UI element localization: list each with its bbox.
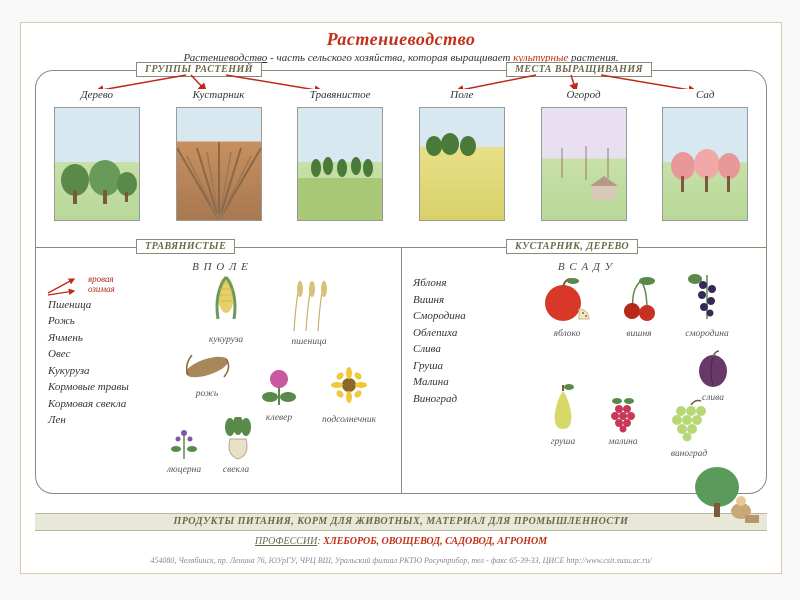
section-tree-label: КУСТАРНИК, ДЕРЕВО: [506, 239, 638, 254]
illus-grape: виноград: [665, 397, 713, 459]
garden-crop-list: Яблоня Вишня Смородина Облепиха Слива Гр…: [413, 275, 551, 480]
thumb-orchard: [662, 107, 748, 221]
credits-line: 454080, Челябинск, пр. Ленина 76, ЮУрГУ,…: [51, 556, 751, 565]
illus-cherry: вишня: [615, 275, 663, 339]
col-orchard: Сад: [644, 89, 766, 243]
col-field: Поле: [401, 89, 523, 243]
crop-beet: Кормовая свекла: [48, 396, 186, 413]
top-row: Дерево Кустарник Травянистое: [36, 71, 766, 243]
crop-cherry: Вишня: [413, 292, 551, 309]
main-title: Растениеводство: [21, 29, 781, 50]
panel-field: В П О Л Е яровая озимая Пшеница Рожь Ячм…: [36, 257, 401, 487]
illus-plum: слива: [693, 347, 733, 403]
thumb-garden: [541, 107, 627, 221]
crop-apple: Яблоня: [413, 275, 551, 292]
field-illustrations: кукуруза пшеница рожь клевер: [186, 275, 393, 480]
illus-clover: клевер: [256, 365, 302, 423]
illus-pear: груша: [543, 383, 583, 447]
thumb-grass: [297, 107, 383, 221]
illus-apple: яблоко: [541, 275, 593, 339]
thumb-tree: [54, 107, 140, 221]
illus-alfalfa: люцерна: [164, 425, 204, 475]
crop-raspberry: Малина: [413, 374, 551, 391]
col-garden: Огород: [523, 89, 645, 243]
col-shrub: Кустарник: [158, 89, 280, 243]
illus-beet: свекла: [216, 417, 256, 475]
crop-rye: Рожь: [48, 313, 186, 330]
panel-garden: В С А Д У Яблоня Вишня Смородина Облепих…: [401, 257, 766, 487]
crop-seabuckthorn: Облепиха: [413, 325, 551, 342]
crop-pear: Груша: [413, 358, 551, 375]
crop-oat: Овес: [48, 346, 186, 363]
wheat-variants: яровая озимая: [88, 275, 186, 295]
places-label: МЕСТА ВЫРАЩИВАНИЯ: [506, 62, 652, 77]
groups-label: ГРУППЫ РАСТЕНИЙ: [136, 62, 262, 77]
crop-grape: Виноград: [413, 391, 551, 408]
crop-plum: Слива: [413, 341, 551, 358]
professions-line: ПРОФЕССИИ: ХЛЕБОРОБ, ОВОЩЕВОД, САДОВОД, …: [35, 536, 767, 547]
crop-corn: Кукуруза: [48, 363, 186, 380]
illus-wheat: пшеница: [284, 279, 334, 347]
poster-frame: Растениеводство Растениеводство - часть …: [20, 22, 782, 574]
crop-currant: Смородина: [413, 308, 551, 325]
main-frame: ГРУППЫ РАСТЕНИЙ МЕСТА ВЫРАЩИВАНИЯ Дерево…: [35, 70, 767, 494]
crop-barley: Ячмень: [48, 330, 186, 347]
crop-wheat: Пшеница: [48, 297, 186, 314]
panel-field-title: В П О Л Е: [48, 261, 393, 273]
illus-currant: смородина: [685, 271, 729, 339]
corner-decoration-icon: [685, 461, 763, 529]
illus-sunflower: подсолнечник: [322, 367, 376, 425]
col-tree: Дерево: [36, 89, 158, 243]
crop-fodder: Кормовые травы: [48, 379, 186, 396]
illus-raspberry: малина: [603, 391, 643, 447]
illus-rye: рожь: [180, 345, 234, 399]
illus-corn: кукуруза: [204, 275, 248, 345]
thumb-field: [419, 107, 505, 221]
footer-band: ПРОДУКТЫ ПИТАНИЯ, КОРМ ДЛЯ ЖИВОТНЫХ, МАТ…: [35, 513, 767, 531]
thumb-shrub: [176, 107, 262, 221]
col-grass: Травянистое: [279, 89, 401, 243]
section-herb-label: ТРАВЯНИСТЫЕ: [136, 239, 235, 254]
garden-illustrations: яблоко вишня смородина слива: [551, 275, 758, 480]
